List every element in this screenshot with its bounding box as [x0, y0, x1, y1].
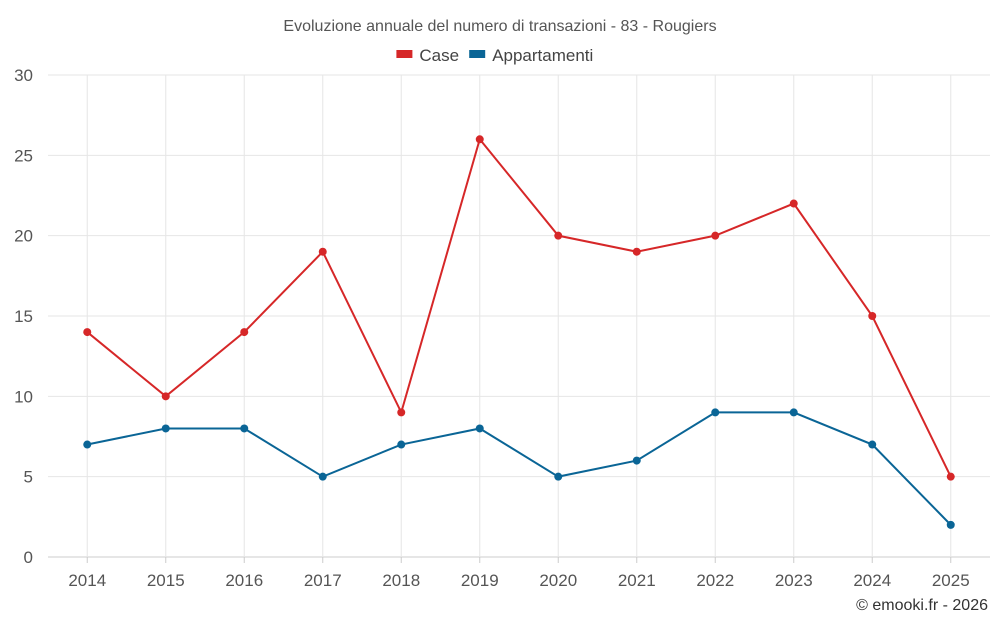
legend-swatch-appartamenti: [469, 50, 486, 58]
data-point-case: [789, 199, 798, 208]
x-tick-label: 2017: [304, 571, 342, 590]
x-tick-label: 2022: [696, 571, 734, 590]
gridlines: [48, 74, 990, 563]
series-line-case: [86, 137, 952, 478]
data-point-appartamenti: [397, 440, 406, 449]
y-tick-label: 15: [14, 307, 33, 326]
y-tick-label: 0: [24, 548, 33, 567]
y-tick-label: 5: [24, 468, 33, 487]
series-layer: [83, 135, 955, 529]
data-point-case: [868, 312, 877, 320]
data-point-appartamenti: [475, 424, 484, 433]
legend-label-case: Case: [419, 46, 459, 65]
y-tick-label: 10: [14, 387, 33, 406]
x-tick-label: 2019: [461, 571, 499, 590]
data-point-appartamenti: [161, 424, 170, 433]
x-axis-ticks: 2014 2015 2016 2017 2018 2019 2020 2021 2022 2023…: [68, 571, 969, 590]
x-tick-label: 2021: [618, 571, 656, 590]
data-point-case: [318, 247, 327, 256]
x-tick-label: 2023: [775, 571, 813, 590]
data-point-case: [946, 472, 955, 481]
y-tick-label: 20: [14, 227, 33, 246]
y-axis-ticks: 0 5 10 15 20 25 30: [14, 66, 33, 567]
y-tick-label: 30: [14, 66, 33, 85]
data-point-case: [83, 328, 92, 337]
data-point-appartamenti: [83, 440, 92, 449]
data-point-case: [475, 135, 484, 144]
data-point-case: [554, 231, 563, 240]
data-point-appartamenti: [554, 472, 563, 481]
x-tick-label: 2025: [932, 571, 970, 590]
data-point-case: [161, 392, 170, 401]
legend-swatch-case: [396, 50, 413, 58]
series-line-appartamenti: [87, 411, 952, 526]
credit-text: © emooki.fr - 2026: [856, 597, 988, 614]
x-tick-label: 2024: [853, 571, 891, 590]
data-point-appartamenti: [789, 408, 798, 417]
data-point-case: [240, 328, 249, 337]
data-point-appartamenti: [318, 472, 327, 481]
data-point-appartamenti: [946, 520, 955, 529]
chart-title: Evoluzione annuale del numero di transaz…: [283, 18, 716, 35]
data-point-case: [632, 247, 641, 256]
data-point-appartamenti: [868, 440, 877, 449]
legend: Case Appartamenti: [396, 46, 593, 65]
data-point-case: [711, 231, 720, 240]
x-tick-label: 2014: [68, 571, 106, 590]
x-tick-label: 2015: [147, 571, 185, 590]
data-point-appartamenti: [632, 456, 641, 465]
y-tick-label: 25: [14, 146, 33, 165]
x-tick-label: 2016: [225, 571, 263, 590]
data-point-appartamenti: [711, 408, 720, 417]
data-point-appartamenti: [240, 424, 249, 433]
data-point-case: [397, 408, 406, 417]
x-tick-label: 2020: [539, 571, 577, 590]
legend-label-appartamenti: Appartamenti: [492, 46, 593, 65]
x-tick-label: 2018: [382, 571, 420, 590]
